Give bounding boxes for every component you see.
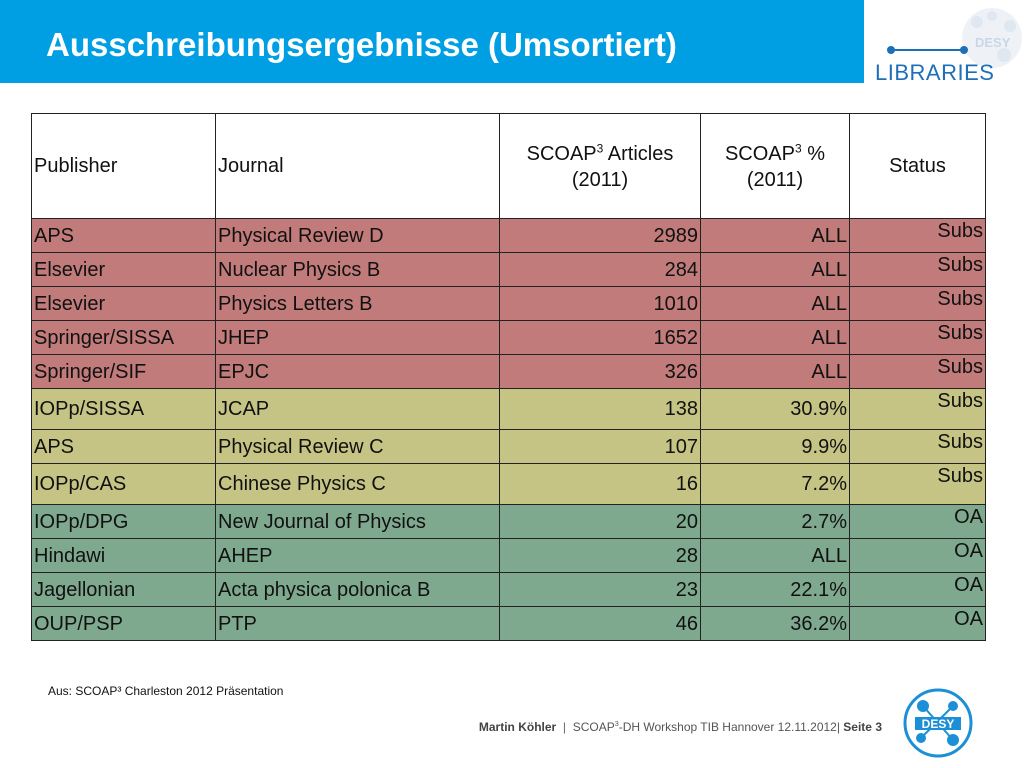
publisher-cell: Springer/SIF [31,354,216,389]
table-row: Springer/SIF EPJC 326 ALL Subs [31,354,986,389]
percent-cell: 2.7% [700,504,850,539]
table-row: Elsevier Physics Letters B 1010 ALL Subs [31,286,986,321]
journal-cell: JHEP [215,320,500,355]
footer-separator: | [559,720,570,734]
percent-cell: ALL [700,252,850,287]
table-row: OUP/PSP PTP 46 36.2% OA [31,606,986,641]
table-row: Elsevier Nuclear Physics B 284 ALL Subs [31,252,986,287]
percent-cell: 36.2% [700,606,850,641]
status-cell: Subs [849,354,986,389]
percent-cell: ALL [700,538,850,573]
table-row: Jagellonian Acta physica polonica B 23 22.1… [31,572,986,607]
table-row: APS Physical Review D 2989 ALL Subs [31,218,986,253]
percent-cell: ALL [700,354,850,389]
publisher-cell: Springer/SISSA [31,320,216,355]
status-cell: OA [849,504,986,539]
percent-cell: ALL [700,320,850,355]
journal-cell: Physics Letters B [215,286,500,321]
status-cell: Subs [849,463,986,505]
articles-cell: 326 [499,354,701,389]
percent-cell: 30.9% [700,388,850,430]
title-bar: Ausschreibungsergebnisse (Umsortiert) [0,0,864,83]
journal-cell: Physical Review C [215,429,500,464]
articles-cell: 138 [499,388,701,430]
table-row: IOPp/SISSA JCAP 138 30.9% Subs [31,388,986,430]
publisher-cell: OUP/PSP [31,606,216,641]
percent-cell: ALL [700,218,850,253]
percent-cell: ALL [700,286,850,321]
status-cell: OA [849,538,986,573]
page-title: Ausschreibungsergebnisse (Umsortiert) [46,26,677,63]
desy-libraries-logo-graphic [887,8,1022,68]
percent-cell: 9.9% [700,429,850,464]
publisher-cell: Hindawi [31,538,216,573]
articles-cell: 16 [499,463,701,505]
publisher-cell: Elsevier [31,286,216,321]
status-cell: Subs [849,218,986,253]
desy-logo-icon: DESY [903,688,973,758]
journal-cell: EPJC [215,354,500,389]
status-cell: Subs [849,252,986,287]
status-cell: OA [849,572,986,607]
publisher-cell: APS [31,429,216,464]
publisher-cell: Jagellonian [31,572,216,607]
status-cell: Subs [849,388,986,430]
svg-text:DESY: DESY [922,717,955,731]
status-cell: Subs [849,286,986,321]
articles-cell: 1652 [499,320,701,355]
column-header-articles: SCOAP3 Articles (2011) [499,113,701,219]
tender-results-table: Publisher Journal SCOAP3 Articles (2011)… [31,113,986,641]
journal-cell: Chinese Physics C [215,463,500,505]
table-header-row: Publisher Journal SCOAP3 Articles (2011)… [31,113,986,219]
status-cell: OA [849,606,986,641]
status-cell: Subs [849,429,986,464]
journal-cell: Physical Review D [215,218,500,253]
table-row: Hindawi AHEP 28 ALL OA [31,538,986,573]
column-header-percent: SCOAP3 % (2011) [700,113,850,219]
publisher-cell: APS [31,218,216,253]
table-row: IOPp/CAS Chinese Physics C 16 7.2% Subs [31,463,986,505]
percent-cell: 7.2% [700,463,850,505]
articles-cell: 20 [499,504,701,539]
journal-cell: AHEP [215,538,500,573]
footer-event: SCOAP3-DH Workshop TIB Hannover 12.11.20… [572,719,840,734]
desy-brand-text: DESY [975,35,1011,50]
source-note: Aus: SCOAP³ Charleston 2012 Präsentation [48,684,284,698]
publisher-cell: Elsevier [31,252,216,287]
journal-cell: JCAP [215,388,500,430]
publisher-cell: IOPp/CAS [31,463,216,505]
table-row: Springer/SISSA JHEP 1652 ALL Subs [31,320,986,355]
articles-cell: 23 [499,572,701,607]
articles-cell: 28 [499,538,701,573]
articles-cell: 1010 [499,286,701,321]
libraries-logo-text: LIBRARIES [875,60,995,85]
journal-cell: New Journal of Physics [215,504,500,539]
column-header-status: Status [849,113,986,219]
journal-cell: Acta physica polonica B [215,572,500,607]
articles-cell: 2989 [499,218,701,253]
column-header-publisher: Publisher [31,113,216,219]
table-row: IOPp/DPG New Journal of Physics 20 2.7% OA [31,504,986,539]
desy-libraries-logo [864,0,1024,83]
journal-cell: PTP [215,606,500,641]
footer-author: Martin Köhler [478,720,557,734]
footer-page-number: Seite 3 [843,720,882,734]
articles-cell: 107 [499,429,701,464]
percent-cell: 22.1% [700,572,850,607]
publisher-cell: IOPp/SISSA [31,388,216,430]
column-header-journal: Journal [215,113,500,219]
articles-cell: 46 [499,606,701,641]
articles-cell: 284 [499,252,701,287]
publisher-cell: IOPp/DPG [31,504,216,539]
footer: Martin Köhler | SCOAP3-DH Workshop TIB H… [479,719,882,734]
table-row: APS Physical Review C 107 9.9% Subs [31,429,986,464]
journal-cell: Nuclear Physics B [215,252,500,287]
status-cell: Subs [849,320,986,355]
